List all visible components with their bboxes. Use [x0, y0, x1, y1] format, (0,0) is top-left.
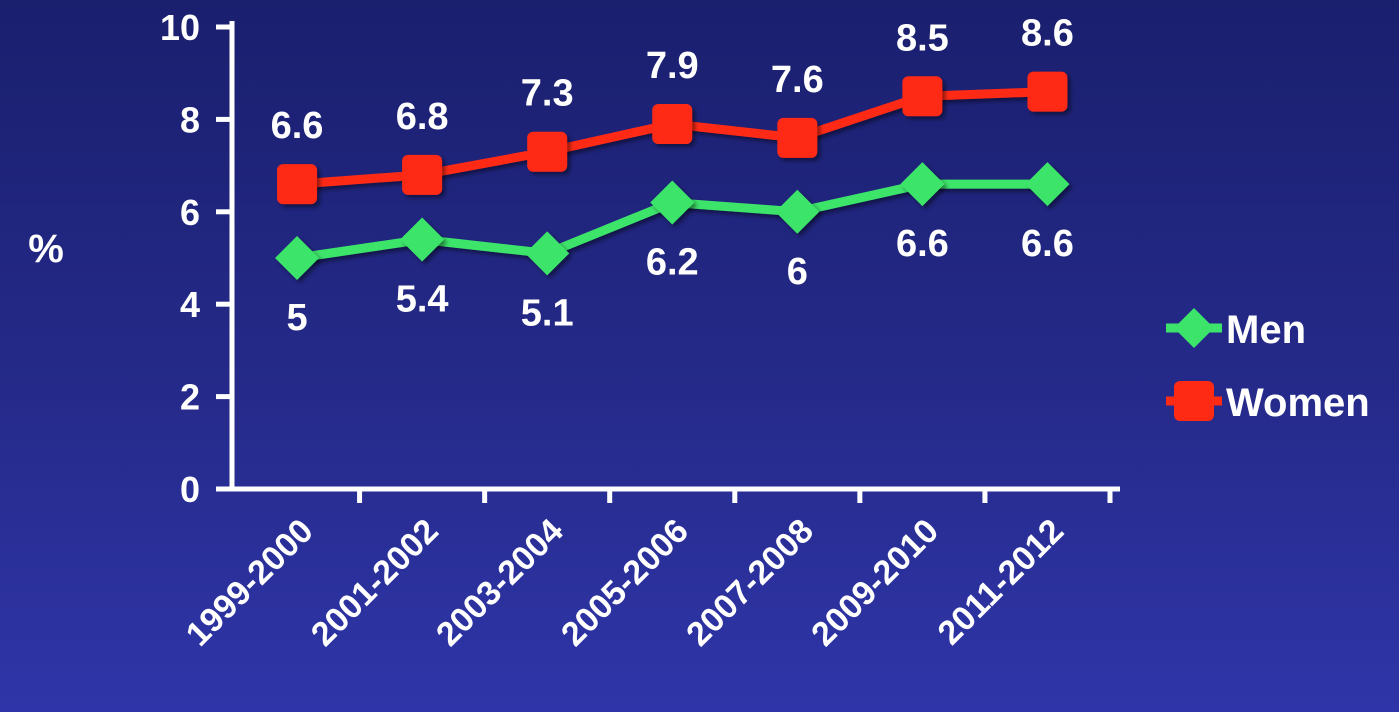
- data-point-men: [775, 189, 820, 234]
- x-tick-label: 2005-2006: [554, 512, 696, 654]
- data-label-women: 8.5: [896, 17, 949, 59]
- y-tick-label: 4: [180, 284, 200, 325]
- data-label-men: 5: [286, 297, 307, 339]
- data-point-women: [902, 76, 943, 117]
- legend-label-men: Men: [1226, 308, 1306, 352]
- data-label-men: 6.2: [646, 242, 699, 284]
- legend-label-women: Women: [1226, 381, 1370, 425]
- data-label-women: 6.8: [396, 96, 449, 138]
- data-label-men: 5.4: [396, 279, 449, 321]
- y-tick-label: 10: [160, 7, 200, 48]
- data-point-women: [777, 117, 818, 158]
- legend-marker-men: [1174, 308, 1214, 348]
- x-tick-label: 1999-2000: [179, 512, 321, 654]
- data-point-men: [1025, 162, 1070, 207]
- y-tick-label: 0: [180, 469, 200, 510]
- legend-marker-women: [1174, 381, 1214, 421]
- y-tick-label: 6: [180, 192, 200, 233]
- data-point-men: [650, 180, 695, 225]
- data-point-women: [402, 154, 443, 195]
- x-tick-label: 2011-2012: [931, 512, 1072, 653]
- series-layer: [275, 71, 1070, 280]
- y-axis-label: %: [28, 227, 64, 271]
- y-tick-label: 8: [180, 99, 200, 140]
- data-label-women: 8.6: [1021, 13, 1074, 55]
- y-axis-ticks: 0 2 4 6 8 10: [160, 7, 232, 510]
- data-point-men: [275, 236, 320, 280]
- data-label-women: 7.3: [521, 73, 574, 115]
- axes: [229, 21, 1120, 492]
- data-label-women: 7.9: [646, 45, 699, 87]
- x-tick-label: 2007-2008: [679, 512, 821, 654]
- data-labels: 5 5.4 5.1 6.2 6 6.6 6.6 6.6 6.8 7.3 7.9 7.6 8.5 8.6: [271, 13, 1074, 339]
- y-tick-label: 2: [180, 377, 200, 418]
- data-label-women: 7.6: [771, 59, 824, 101]
- data-label-men: 5.1: [521, 292, 574, 334]
- data-label-women: 6.6: [271, 105, 324, 147]
- data-point-women: [277, 164, 318, 205]
- data-point-men: [900, 162, 945, 207]
- data-point-men: [400, 217, 445, 262]
- x-tick-label: 2009-2010: [804, 512, 946, 654]
- x-tick-label: 2001-2002: [304, 512, 446, 654]
- data-point-men: [525, 231, 570, 276]
- data-point-women: [652, 104, 693, 145]
- data-point-women: [527, 131, 568, 172]
- data-point-women: [1027, 71, 1068, 112]
- x-tick-label: 2003-2004: [429, 512, 571, 654]
- x-axis-ticks: 1999-20002001-20022003-20042005-20062007…: [179, 489, 1113, 654]
- legend: Men Women: [1166, 308, 1370, 425]
- data-label-men: 6.6: [1021, 223, 1074, 265]
- data-label-men: 6: [787, 251, 808, 293]
- data-label-men: 6.6: [896, 223, 949, 265]
